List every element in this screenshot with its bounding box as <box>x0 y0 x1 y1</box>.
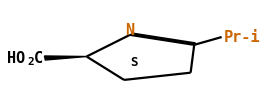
Text: N: N <box>125 23 134 38</box>
Text: HO: HO <box>7 51 25 66</box>
Text: 2: 2 <box>28 56 34 66</box>
Text: C: C <box>34 51 43 66</box>
Text: S: S <box>130 55 138 68</box>
Text: Pr-i: Pr-i <box>224 30 260 45</box>
Polygon shape <box>44 56 86 60</box>
